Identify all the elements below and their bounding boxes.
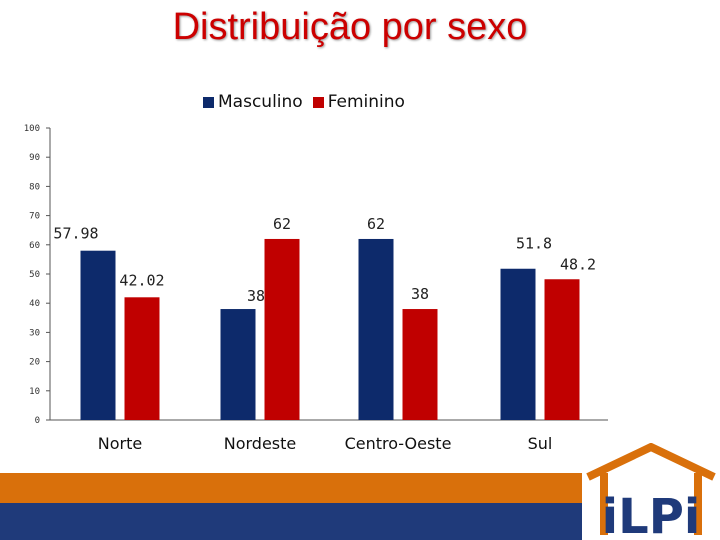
chart-title: Distribuição por sexo	[172, 6, 528, 48]
y-tick-label: 10	[29, 387, 40, 397]
legend-label-feminino: Feminino	[327, 92, 405, 112]
y-tick-label: 50	[29, 270, 40, 280]
x-tick-label: Norte	[98, 434, 142, 453]
x-tick-label: Sul	[528, 434, 553, 453]
bar-masculino-nordeste	[220, 309, 256, 420]
data-label: 62	[367, 215, 385, 233]
legend-item-feminino: Feminino	[312, 92, 405, 112]
y-tick-label: 100	[24, 124, 40, 134]
data-label: 38	[247, 287, 265, 305]
bar-feminino-nordeste	[264, 238, 300, 420]
y-tick-label: 20	[29, 358, 40, 368]
x-tick-label: Nordeste	[224, 434, 297, 453]
y-tick-label: 90	[29, 153, 40, 163]
footer-blue-band	[0, 503, 582, 540]
data-label: 51.8	[516, 235, 552, 253]
y-tick-label: 40	[29, 299, 40, 309]
legend-label-masculino: Masculino	[218, 92, 303, 112]
bar-masculino-centro-oeste	[358, 238, 394, 420]
bar-feminino-sul	[544, 279, 580, 420]
legend: Masculino Feminino	[203, 92, 415, 112]
x-tick-label: Centro-Oeste	[345, 434, 452, 453]
legend-item-masculino: Masculino	[203, 92, 303, 112]
bar-masculino-norte	[80, 250, 116, 420]
y-tick-label: 70	[29, 212, 40, 222]
bar-feminino-norte	[124, 297, 160, 420]
legend-swatch-masculino	[203, 96, 214, 108]
data-label: 57.98	[53, 225, 98, 243]
y-tick-label: 80	[29, 182, 40, 192]
data-label: 42.02	[119, 271, 164, 289]
y-tick-label: 30	[29, 328, 40, 338]
data-label: 48.2	[560, 255, 596, 273]
footer-orange-band	[0, 473, 582, 503]
bar-feminino-centro-oeste	[402, 309, 438, 420]
data-label: 38	[411, 285, 429, 303]
data-label: 62	[273, 215, 291, 233]
ilpi-logo: iLPi	[582, 443, 720, 540]
y-tick-label: 0	[35, 416, 40, 426]
legend-swatch-feminino	[312, 96, 324, 108]
logo-text: iLPi	[602, 489, 701, 540]
bar-masculino-sul	[500, 268, 536, 420]
y-tick-label: 60	[29, 241, 40, 251]
